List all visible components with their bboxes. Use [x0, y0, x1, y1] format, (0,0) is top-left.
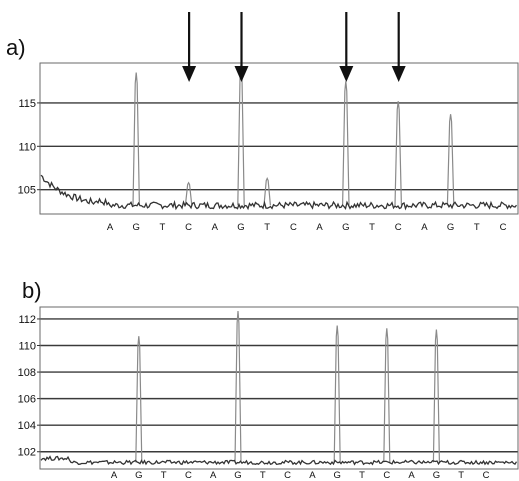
- y-tick-label: 115: [18, 98, 36, 110]
- panel-b: b) 102 104 106 108 110 112 A G T C A G T C A G T C A G T C: [18, 278, 519, 481]
- panel-a-y-tick-labels: 105 110 115: [18, 98, 40, 197]
- panel-a-gridlines: [40, 102, 518, 191]
- base-label: G: [234, 470, 241, 481]
- panel-b-plot-frame: [39, 306, 519, 470]
- base-label: G: [447, 222, 454, 233]
- panel-a-plot-frame: [39, 62, 519, 215]
- panel-a: a) 105 110 115 A G T C A G T C A G T C A G T C: [6, 12, 519, 233]
- base-label: A: [111, 470, 118, 481]
- arrow-head: [182, 66, 197, 82]
- arrow-head: [391, 66, 406, 82]
- base-label: C: [185, 222, 192, 233]
- panel-b-gridlines: [40, 318, 518, 453]
- y-tick-label: 104: [18, 420, 36, 432]
- base-label: A: [316, 222, 323, 233]
- peak-G-2: [135, 336, 143, 463]
- peak-G-14: [432, 329, 440, 463]
- peak-C-12: [383, 328, 391, 463]
- base-label: T: [359, 470, 365, 481]
- base-label: G: [237, 222, 244, 233]
- base-label: T: [161, 470, 167, 481]
- base-label: G: [334, 470, 341, 481]
- y-tick-label: 102: [18, 447, 36, 459]
- peak-G-10: [333, 325, 341, 463]
- base-label: T: [159, 222, 165, 233]
- base-label: T: [458, 470, 464, 481]
- base-label: C: [290, 222, 297, 233]
- arrow-marker: [391, 12, 406, 82]
- base-label: T: [369, 222, 375, 233]
- base-label: G: [135, 470, 142, 481]
- y-tick-label: 105: [18, 185, 36, 197]
- base-label: G: [133, 222, 140, 233]
- base-label: C: [185, 470, 192, 481]
- y-tick-label: 110: [18, 141, 36, 153]
- y-tick-label: 112: [18, 314, 36, 326]
- base-label: A: [210, 470, 217, 481]
- base-label: C: [500, 222, 507, 233]
- base-label: A: [212, 222, 219, 233]
- y-tick-label: 108: [18, 367, 36, 379]
- base-label: C: [395, 222, 402, 233]
- panel-b-label: b): [22, 278, 42, 303]
- y-tick-label: 106: [18, 394, 36, 406]
- arrow-marker: [339, 12, 354, 82]
- base-label: T: [474, 222, 480, 233]
- panel-a-baseline-trace: [40, 174, 517, 211]
- base-label: G: [433, 470, 440, 481]
- peak-C-12: [394, 101, 402, 206]
- peak-G-10: [342, 81, 350, 206]
- base-label: A: [408, 470, 415, 481]
- peak-G-6: [237, 64, 245, 206]
- peak-C-4: [184, 181, 193, 206]
- peak-G-2: [132, 72, 140, 206]
- panel-a-arrows: [182, 12, 406, 82]
- panel-a-peaks: [132, 64, 455, 206]
- panel-b-y-tick-labels: 102 104 106 108 110 112: [18, 314, 40, 459]
- arrow-head: [339, 66, 354, 82]
- peak-T-7: [263, 176, 271, 206]
- peak-G-6: [234, 310, 242, 463]
- base-label: A: [309, 470, 316, 481]
- base-label: C: [483, 470, 490, 481]
- base-label: A: [107, 222, 114, 233]
- base-label: G: [342, 222, 349, 233]
- panel-a-label: a): [6, 35, 26, 60]
- base-label: C: [284, 470, 291, 481]
- base-label: T: [264, 222, 270, 233]
- arrow-head: [234, 66, 249, 82]
- peak-G-14: [446, 114, 455, 206]
- arrow-marker: [234, 12, 249, 82]
- y-tick-label: 110: [18, 341, 36, 353]
- base-label: C: [383, 470, 390, 481]
- arrow-marker: [182, 12, 197, 82]
- panel-b-baseline-trace: [40, 455, 518, 466]
- base-label: T: [260, 470, 266, 481]
- base-label: A: [421, 222, 428, 233]
- panel-b-peaks: [135, 310, 440, 463]
